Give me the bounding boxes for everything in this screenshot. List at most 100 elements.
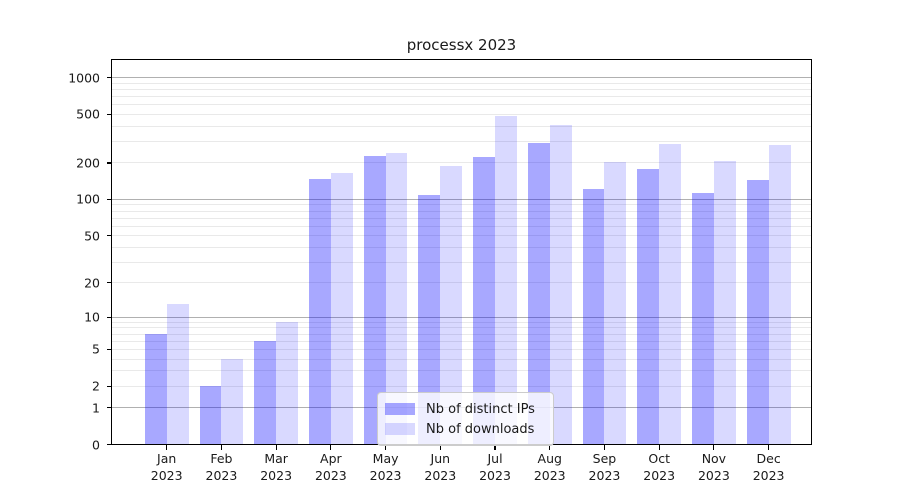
gridline-major <box>112 316 811 318</box>
gridline-minor <box>112 125 811 127</box>
gridline-minor <box>112 210 811 212</box>
gridline-minor <box>112 140 811 142</box>
gridline-minor <box>112 333 811 335</box>
x-axis-tick-label: Dec 2023 <box>737 451 801 484</box>
x-tick-year: 2023 <box>697 467 730 483</box>
bar-distinct-ips <box>692 193 714 444</box>
gridline-minor <box>112 385 811 387</box>
x-tick-mark <box>166 445 168 450</box>
bar-distinct-ips <box>144 333 167 444</box>
x-tick-year: 2023 <box>205 467 238 483</box>
x-axis-tick-label: Sep 2023 <box>572 451 636 484</box>
x-tick-mark <box>439 445 441 450</box>
y-tick-mark <box>106 235 111 237</box>
y-axis-tick-label: 10 <box>84 309 100 325</box>
x-tick-month: Dec <box>756 451 781 466</box>
x-tick-month: May <box>372 451 399 466</box>
x-axis-tick-label: Aug 2023 <box>518 451 582 484</box>
x-tick-year: 2023 <box>150 467 183 483</box>
gridline-minor <box>112 104 811 106</box>
legend-item: Nb of distinct IPs <box>385 399 545 419</box>
bar-downloads <box>166 303 189 444</box>
y-tick-mark <box>106 77 111 79</box>
gridline-minor <box>112 370 811 372</box>
bar-downloads <box>495 116 517 444</box>
gridline-minor <box>112 327 811 329</box>
gridline-minor <box>112 348 811 350</box>
bar-distinct-ips <box>199 385 222 444</box>
x-tick-mark <box>275 445 277 450</box>
gridline-minor <box>112 235 811 237</box>
legend: Nb of distinct IPs Nb of downloads <box>377 392 554 446</box>
bar-distinct-ips <box>254 340 277 444</box>
gridline-minor <box>112 340 811 342</box>
x-tick-month: Oct <box>648 451 670 466</box>
x-tick-month: Jan <box>157 451 177 466</box>
bar-distinct-ips <box>473 156 495 444</box>
x-tick-month: Feb <box>210 451 233 466</box>
x-tick-year: 2023 <box>424 467 457 483</box>
y-axis-tick-label: 2 <box>92 378 100 394</box>
x-axis-tick-label: Mar 2023 <box>244 451 308 484</box>
bar-downloads <box>330 172 353 444</box>
bar-distinct-ips <box>527 143 550 444</box>
bar-downloads <box>604 161 627 444</box>
y-tick-mark <box>106 162 111 164</box>
x-axis-tick-label: Jan 2023 <box>135 451 199 484</box>
gridline-minor <box>112 282 811 284</box>
bar-distinct-ips <box>582 189 605 444</box>
y-tick-mark <box>106 385 111 387</box>
bar-downloads <box>768 145 791 444</box>
x-tick-year: 2023 <box>533 467 566 483</box>
x-tick-mark <box>603 445 606 450</box>
x-tick-month: Jun <box>430 451 451 466</box>
x-tick-year: 2023 <box>314 467 347 483</box>
bar-downloads <box>549 125 572 444</box>
legend-item: Nb of downloads <box>385 419 545 439</box>
x-tick-year: 2023 <box>479 467 511 483</box>
x-tick-month: Sep <box>592 451 617 466</box>
bar-downloads <box>659 144 682 444</box>
legend-swatch <box>385 403 415 415</box>
x-axis-tick-label: Oct 2023 <box>627 451 691 484</box>
x-axis-tick-label: Feb 2023 <box>189 451 253 484</box>
y-tick-mark <box>106 444 111 446</box>
x-tick-mark <box>220 445 222 450</box>
gridline-minor <box>112 246 811 248</box>
legend-label: Nb of downloads <box>426 421 535 437</box>
x-tick-month: Jul <box>487 451 503 466</box>
y-tick-mark <box>106 113 111 116</box>
gridline-minor <box>112 113 811 115</box>
y-axis-tick-label: 200 <box>76 155 100 171</box>
x-tick-year: 2023 <box>260 467 293 483</box>
gridline-minor <box>112 321 811 323</box>
y-axis-tick-label: 1000 <box>68 70 100 86</box>
gridline-major <box>112 198 811 200</box>
bar-downloads <box>221 358 244 444</box>
x-tick-mark <box>658 445 660 450</box>
gridline-minor <box>112 96 811 97</box>
gridline-minor <box>112 358 811 360</box>
y-axis-tick-label: 100 <box>76 191 100 207</box>
gridline-minor <box>112 225 811 227</box>
gridline-minor <box>112 217 811 219</box>
x-tick-month: Nov <box>701 451 727 466</box>
x-tick-mark <box>713 445 715 450</box>
bar-downloads <box>713 161 736 444</box>
gridline-minor <box>112 204 811 206</box>
y-tick-mark <box>106 348 111 351</box>
y-axis-tick-label: 50 <box>84 228 100 244</box>
gridline-minor <box>112 261 811 263</box>
y-axis-tick-label: 1 <box>92 400 100 416</box>
y-tick-mark <box>106 316 111 318</box>
bar-downloads <box>276 321 299 444</box>
y-axis-tick-label: 5 <box>92 341 100 357</box>
x-axis-tick-label: Jul 2023 <box>463 451 527 484</box>
gridline-major <box>112 77 811 79</box>
x-tick-mark <box>549 445 551 450</box>
x-tick-year: 2023 <box>369 467 402 483</box>
legend-swatch <box>385 423 415 435</box>
x-tick-month: Aug <box>537 451 562 466</box>
x-tick-mark <box>330 445 332 450</box>
